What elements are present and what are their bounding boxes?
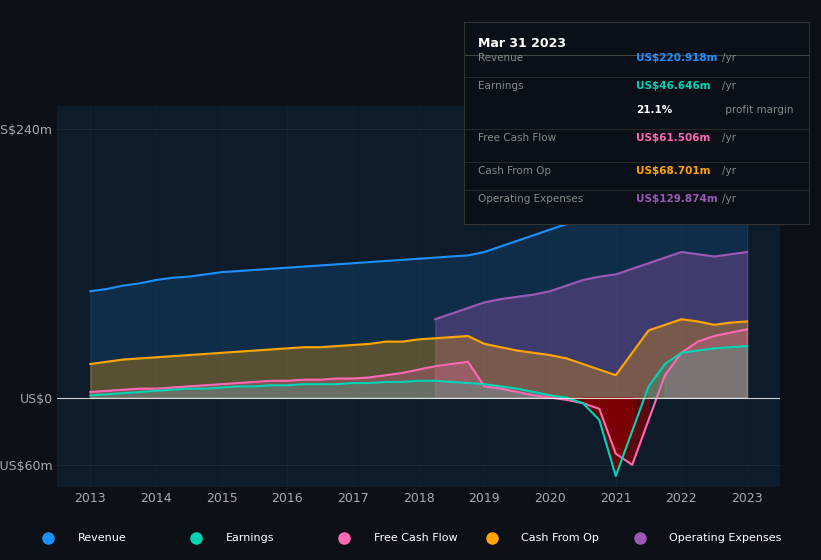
Text: /yr: /yr bbox=[722, 194, 736, 204]
Text: Revenue: Revenue bbox=[78, 533, 126, 543]
Text: Mar 31 2023: Mar 31 2023 bbox=[478, 36, 566, 49]
Text: US$61.506m: US$61.506m bbox=[636, 133, 711, 143]
Text: US$46.646m: US$46.646m bbox=[636, 81, 711, 91]
Text: /yr: /yr bbox=[722, 166, 736, 175]
Text: profit margin: profit margin bbox=[722, 105, 794, 115]
Text: Operating Expenses: Operating Expenses bbox=[478, 194, 583, 204]
Text: US$68.701m: US$68.701m bbox=[636, 166, 711, 175]
Text: /yr: /yr bbox=[722, 53, 736, 63]
Text: Cash From Op: Cash From Op bbox=[521, 533, 599, 543]
Text: /yr: /yr bbox=[722, 133, 736, 143]
Text: Operating Expenses: Operating Expenses bbox=[669, 533, 782, 543]
Text: Earnings: Earnings bbox=[226, 533, 274, 543]
Text: /yr: /yr bbox=[722, 81, 736, 91]
Text: 21.1%: 21.1% bbox=[636, 105, 672, 115]
Text: US$220.918m: US$220.918m bbox=[636, 53, 718, 63]
Text: Cash From Op: Cash From Op bbox=[478, 166, 551, 175]
Text: Earnings: Earnings bbox=[478, 81, 523, 91]
Text: Free Cash Flow: Free Cash Flow bbox=[478, 133, 556, 143]
Text: Revenue: Revenue bbox=[478, 53, 523, 63]
Text: US$129.874m: US$129.874m bbox=[636, 194, 718, 204]
Text: Free Cash Flow: Free Cash Flow bbox=[374, 533, 457, 543]
